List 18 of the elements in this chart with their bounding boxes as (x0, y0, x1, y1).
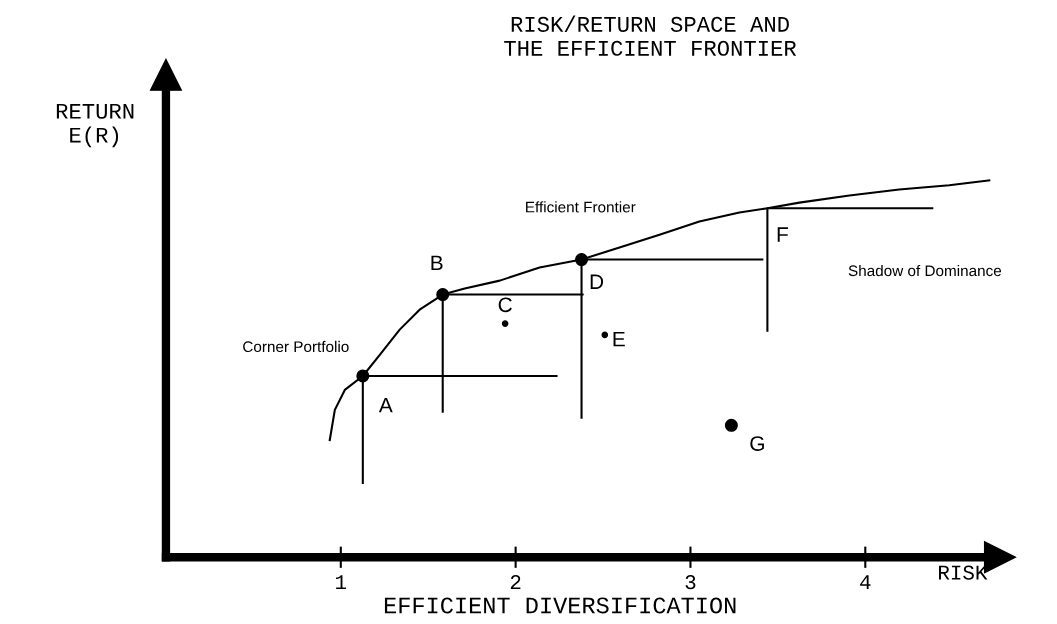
x-tick-label: 3 (685, 575, 696, 590)
annotation: Corner Portfolio (243, 340, 349, 353)
annotation: Shadow of Dominance (848, 264, 1002, 277)
x-tick-label: 4 (860, 575, 871, 589)
annotation: A (378, 398, 393, 413)
y-axis-title: RETURN E(R) (56, 103, 134, 148)
x-axis-title: RISK (939, 565, 988, 580)
annotation: G (750, 436, 764, 451)
x-tick-label: 1 (336, 575, 347, 589)
chart-title: RISK/RETURN SPACE AND THE EFFICIENT FRONTIER (504, 15, 797, 56)
annotation: E (613, 331, 625, 347)
annotation: Efficient Frontier (526, 201, 636, 213)
text: EFFICIENT DIVERSIFICATION (384, 597, 736, 614)
annotation: B (431, 255, 443, 270)
annotation: C (498, 297, 512, 313)
annotation: F (777, 227, 788, 242)
annotation: D (590, 274, 604, 289)
x-tick-label: 2 (510, 575, 521, 589)
